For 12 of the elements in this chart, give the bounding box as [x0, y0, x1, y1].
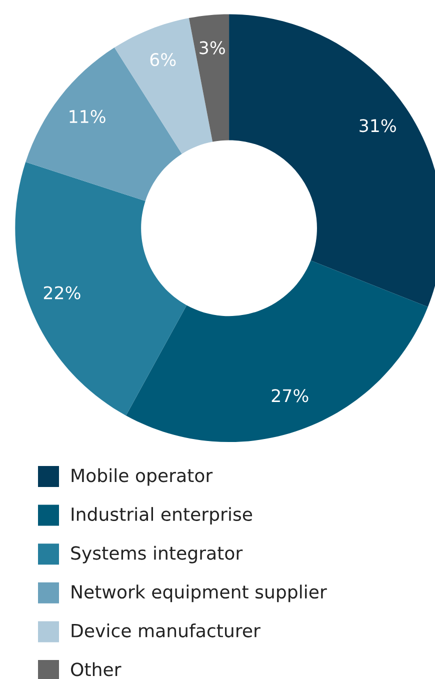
data-label: 22%: [44, 286, 80, 300]
data-label: 27%: [272, 389, 308, 402]
data-label: 31%: [360, 119, 396, 132]
legend-label: Device manufacturer: [72, 623, 260, 638]
data-label: 3%: [200, 41, 225, 54]
legend-label: Network equipment supplier: [72, 584, 327, 602]
legend-label: Systems integrator: [71, 546, 243, 564]
legend-label: Mobile operator: [72, 468, 213, 486]
legend-label: Other: [71, 662, 122, 676]
data-label: 6%: [150, 53, 176, 66]
legend-label: Industrial enterprise: [72, 507, 252, 525]
data-label: 11%: [70, 110, 106, 124]
